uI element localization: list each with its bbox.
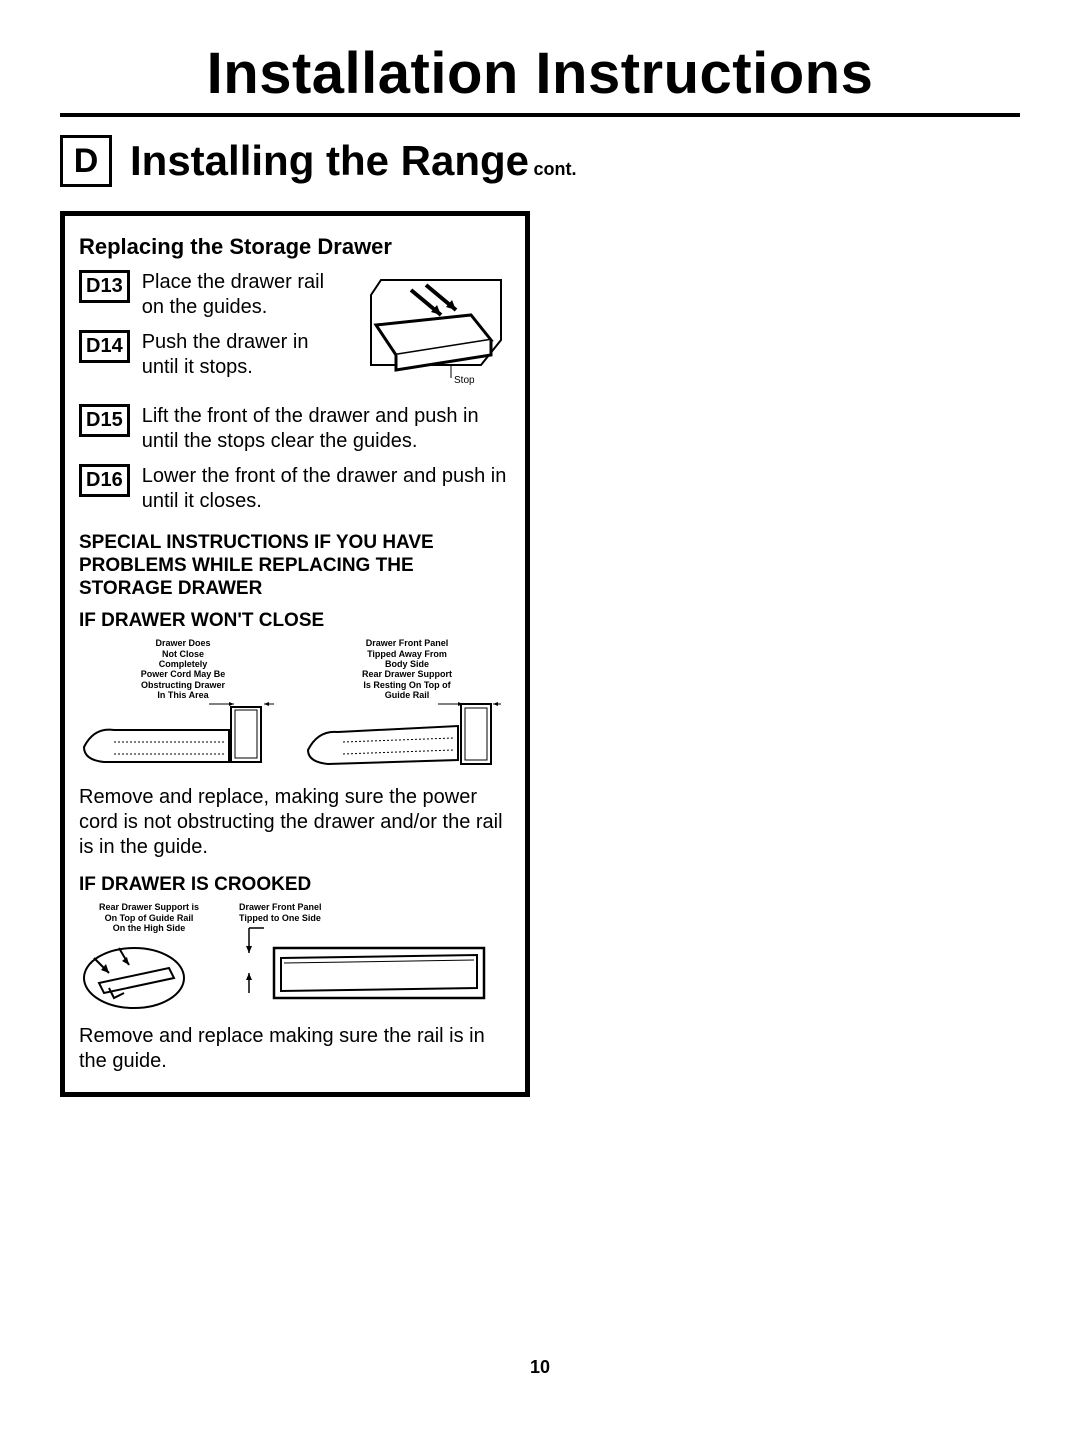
crooked-label1: Rear Drawer Support is On Top of Guide R… [79, 902, 219, 933]
step-d16: D16 Lower the front of the drawer and pu… [79, 464, 511, 514]
wont-close-diagrams: Drawer Does Not Close Completely Power C… [79, 638, 511, 777]
step-label-d16: D16 [79, 464, 130, 497]
section-title-wrap: Installing the Range cont. [130, 137, 577, 185]
crooked-text: Remove and replace making sure the rail … [79, 1024, 511, 1074]
wont-close-diag2-labels: Drawer Front Panel Tipped Away From Body… [303, 638, 511, 700]
crooked-label2: Drawer Front Panel Tipped to One Side [239, 902, 511, 923]
step-label-d15: D15 [79, 404, 130, 437]
step-d15: D15 Lift the front of the drawer and pus… [79, 404, 511, 454]
crooked-detail-diagram [79, 933, 199, 1013]
step-text-d16: Lower the front of the drawer and push i… [142, 464, 511, 514]
crooked-diagrams: Rear Drawer Support is On Top of Guide R… [79, 902, 511, 1018]
main-title: Installation Instructions [60, 40, 1020, 117]
page-number: 10 [60, 1357, 1020, 1378]
box-heading: Replacing the Storage Drawer [79, 234, 511, 260]
stop-label: Stop [454, 375, 475, 386]
crooked-front-diagram [229, 923, 489, 1013]
wont-close-diagram-1 [79, 702, 279, 772]
step-label-d13: D13 [79, 270, 130, 303]
section-letter-box: D [60, 135, 112, 187]
wont-close-diagram-2 [303, 702, 503, 772]
crooked-title: IF DRAWER IS CROOKED [79, 874, 511, 896]
content-box: Replacing the Storage Drawer D13 Place t… [60, 211, 530, 1097]
steps-d13-d14-group: D13 Place the drawer rail on the guides.… [79, 270, 511, 390]
wont-close-title: IF DRAWER WON'T CLOSE [79, 610, 511, 632]
wont-close-text: Remove and replace, making sure the powe… [79, 785, 511, 860]
section-cont: cont. [534, 159, 577, 179]
step-text-d13: Place the drawer rail on the guides. [142, 270, 341, 320]
wont-close-diag1-labels: Drawer Does Not Close Completely Power C… [79, 638, 287, 700]
section-header: D Installing the Range cont. [60, 135, 1020, 187]
drawer-illustration: Stop [351, 270, 511, 390]
step-d13: D13 Place the drawer rail on the guides. [79, 270, 341, 320]
section-title: Installing the Range [130, 137, 529, 184]
step-label-d14: D14 [79, 330, 130, 363]
special-heading: SPECIAL INSTRUCTIONS IF YOU HAVE PROBLEM… [79, 532, 511, 600]
step-d14: D14 Push the drawer in until it stops. [79, 330, 341, 380]
step-text-d15: Lift the front of the drawer and push in… [142, 404, 511, 454]
step-text-d14: Push the drawer in until it stops. [142, 330, 341, 380]
